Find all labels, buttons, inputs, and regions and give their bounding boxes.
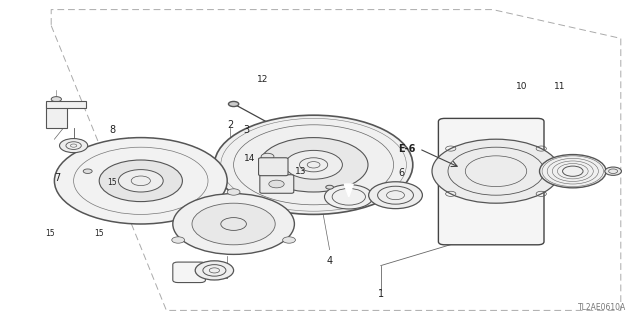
Circle shape <box>605 167 621 175</box>
Circle shape <box>51 97 61 102</box>
Circle shape <box>195 261 234 280</box>
Text: 15: 15 <box>107 178 117 187</box>
Text: 15: 15 <box>45 229 55 238</box>
Text: 8: 8 <box>109 124 115 135</box>
Circle shape <box>173 194 294 254</box>
Circle shape <box>214 115 413 214</box>
Circle shape <box>118 170 163 192</box>
Text: 4: 4 <box>326 256 333 266</box>
Text: 1: 1 <box>378 289 384 299</box>
Circle shape <box>259 138 368 192</box>
Circle shape <box>269 180 284 188</box>
Text: 6: 6 <box>399 168 405 178</box>
FancyBboxPatch shape <box>46 101 86 108</box>
Circle shape <box>326 185 333 189</box>
Text: 3: 3 <box>243 124 250 135</box>
Wedge shape <box>344 184 353 197</box>
Circle shape <box>192 203 275 245</box>
FancyBboxPatch shape <box>173 262 205 283</box>
Circle shape <box>172 237 184 243</box>
Circle shape <box>99 160 182 202</box>
Circle shape <box>540 155 606 188</box>
Circle shape <box>227 189 240 195</box>
Text: 13: 13 <box>295 167 307 176</box>
Circle shape <box>228 101 239 107</box>
Circle shape <box>60 139 88 153</box>
Text: 10: 10 <box>516 82 527 91</box>
Circle shape <box>285 150 342 179</box>
Text: 2: 2 <box>227 120 234 130</box>
Text: 12: 12 <box>257 76 268 84</box>
FancyBboxPatch shape <box>438 118 544 245</box>
Circle shape <box>283 237 296 243</box>
Circle shape <box>266 163 281 171</box>
Circle shape <box>369 182 422 209</box>
Circle shape <box>83 169 92 173</box>
Text: 7: 7 <box>54 172 61 183</box>
Circle shape <box>324 185 373 209</box>
Circle shape <box>432 139 560 203</box>
Text: TL2AE0610A: TL2AE0610A <box>578 303 626 312</box>
FancyBboxPatch shape <box>46 104 67 128</box>
Circle shape <box>54 138 227 224</box>
Circle shape <box>261 153 274 160</box>
Text: 11: 11 <box>554 82 566 91</box>
Text: 15: 15 <box>94 229 104 238</box>
FancyBboxPatch shape <box>259 158 288 176</box>
FancyBboxPatch shape <box>260 175 294 193</box>
Text: E-6: E-6 <box>397 144 415 154</box>
Text: 14: 14 <box>244 154 255 163</box>
